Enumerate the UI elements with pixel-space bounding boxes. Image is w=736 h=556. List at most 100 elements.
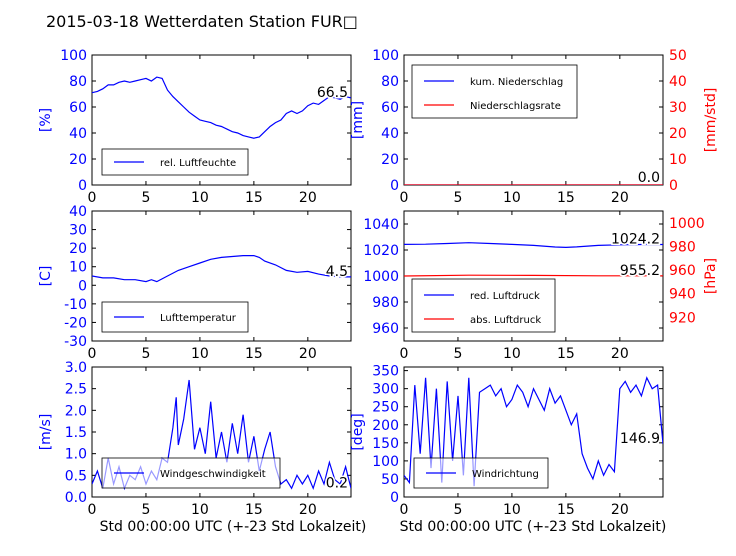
humidity-xtick-label: 20 [299, 190, 317, 206]
figure-title: 2015-03-18 Wetterdaten Station FUR□ [46, 12, 358, 31]
pressure-ytick-right-label: 940 [669, 287, 696, 303]
pressure-xtick-label: 15 [557, 346, 575, 362]
humidity-series-line-0 [92, 76, 351, 139]
x-axis-label-right: Std 00:00:00 UTC (+-23 Std Lokalzeit) [400, 519, 667, 535]
windspeed-ytick-label: 0.5 [65, 468, 87, 484]
precipitation-legend: kum. Niederschlag Niederschlagsrate [411, 64, 578, 119]
windspeed-xtick-label: 20 [299, 502, 317, 518]
humidity-ytick-label: 20 [69, 152, 87, 168]
precipitation-ytick-label: 40 [381, 126, 399, 142]
pressure-ytick-label: 980 [372, 295, 399, 311]
temperature-ytick-label: 0 [78, 278, 87, 294]
precipitation-xtick-label: 0 [400, 190, 409, 206]
winddirection-xtick-label: 20 [611, 502, 629, 518]
pressure-ylabel-right: [hPa] [703, 258, 719, 294]
windspeed-xtick-label: 15 [245, 502, 263, 518]
pressure-ytick-label: 960 [372, 321, 399, 337]
precipitation-ytick-label: 80 [381, 74, 399, 90]
temperature-xtick-label: 10 [191, 346, 209, 362]
precipitation-current-value: 0.0 [638, 170, 660, 186]
winddirection-series-line-0 [404, 376, 663, 487]
pressure-ytick-right-label: 1000 [669, 216, 705, 232]
humidity-xtick-label: 10 [191, 190, 209, 206]
pressure-ytick-label: 1040 [363, 217, 399, 233]
panel-windspeed: 0 5 10 15 20 0.0 0.5 1.0 1.5 2.0 2.5 3.0 [m/s] 0.2 Win… [38, 360, 352, 518]
precipitation-xtick-label: 5 [453, 190, 462, 206]
precipitation-ytick-right-label: 40 [669, 74, 687, 90]
precipitation-xtick-label: 15 [557, 190, 575, 206]
pressure-series-line-0 [404, 242, 663, 249]
humidity-ytick-label: 0 [78, 178, 87, 194]
temperature-legend: Lufttemperatur [101, 301, 249, 333]
windspeed-current-value: 0.2 [326, 475, 348, 491]
temperature-ytick-label: 40 [69, 204, 87, 220]
winddirection-xtick-label: 5 [453, 502, 462, 518]
precipitation-current-value-right: 0.0 [638, 170, 660, 186]
temperature-ytick-label: 20 [69, 241, 87, 257]
temperature-ylabel: [C] [38, 266, 54, 287]
humidity-xtick-label: 15 [245, 190, 263, 206]
pressure-current-value: 1024.2 [611, 232, 660, 248]
temperature-ytick-label: 10 [69, 260, 87, 276]
windspeed-ytick-label: 2.0 [65, 403, 87, 419]
precipitation-legend-label-0: kum. Niederschlag [470, 77, 563, 88]
humidity-ytick-label: 100 [60, 48, 87, 64]
temperature-ytick-label: -30 [64, 334, 87, 350]
x-axis-label-left: Std 00:00:00 UTC (+-23 Std Lokalzeit) [100, 519, 367, 535]
windspeed-ytick-label: 0.0 [65, 490, 87, 506]
pressure-current-value-right: 955.2 [620, 263, 660, 279]
precipitation-legend-box [411, 64, 578, 119]
windspeed-legend-label-0: Windgeschwindigkeit [160, 469, 266, 480]
precipitation-ytick-label: 100 [372, 48, 399, 64]
humidity-legend-box [101, 148, 249, 176]
pressure-ytick-label: 1000 [363, 269, 399, 285]
winddirection-legend: Windrichtung [413, 457, 549, 489]
precipitation-ytick-label: 0 [390, 178, 399, 194]
precipitation-ytick-label: 60 [381, 100, 399, 116]
temperature-ytick-label: -10 [64, 297, 87, 313]
precipitation-ylabel: [mm] [350, 101, 366, 139]
windspeed-ytick-label: 1.0 [65, 447, 87, 463]
pressure-legend-label-1: abs. Luftdruck [470, 315, 541, 326]
windspeed-xtick-label: 10 [191, 502, 209, 518]
pressure-series-line-1 [404, 274, 663, 277]
temperature-ytick-label: 30 [69, 223, 87, 239]
pressure-xtick-label: 5 [453, 346, 462, 362]
windspeed-legend: Windgeschwindigkeit [101, 457, 281, 489]
precipitation-xtick-label: 10 [503, 190, 521, 206]
humidity-current-value: 66.5 [317, 85, 348, 101]
winddirection-ylabel: [deg] [350, 413, 366, 450]
pressure-legend-box [411, 278, 556, 333]
humidity-ytick-label: 80 [69, 74, 87, 90]
precipitation-ytick-right-label: 30 [669, 100, 687, 116]
winddirection-ytick-label: 350 [372, 364, 399, 380]
pressure-xtick-label: 10 [503, 346, 521, 362]
panel-pressure: 0 5 10 15 20 960 980 1000 1020 1040 920 940 960 980 10… [363, 210, 719, 362]
windspeed-ytick-label: 2.5 [65, 382, 87, 398]
humidity-ytick-label: 60 [69, 100, 87, 116]
precipitation-ytick-right-label: 0 [669, 178, 678, 194]
temperature-ytick-label: -20 [64, 315, 87, 331]
temperature-xtick-label: 15 [245, 346, 263, 362]
temperature-legend-label-0: Lufttemperatur [160, 313, 237, 324]
humidity-legend: rel. Luftfeuchte [101, 148, 249, 176]
pressure-ytick-label: 1020 [363, 243, 399, 259]
humidity-ylabel: [%] [38, 108, 54, 132]
pressure-xtick-label: 0 [400, 346, 409, 362]
winddirection-ytick-label: 200 [372, 418, 399, 434]
precipitation-ytick-right-label: 10 [669, 152, 687, 168]
pressure-legend: red. Luftdruck abs. Luftdruck [411, 278, 556, 333]
winddirection-current-value: 146.9 [620, 431, 660, 447]
winddirection-ytick-label: 150 [372, 436, 399, 452]
pressure-xtick-label: 20 [611, 346, 629, 362]
temperature-xtick-label: 5 [141, 346, 150, 362]
humidity-xtick-label: 0 [88, 190, 97, 206]
winddirection-ytick-label: 250 [372, 400, 399, 416]
panel-temperature: 0 5 10 15 20 -30 -20 -10 0 10 20 30 40 [C] 4.5 Lufttemp… [38, 204, 352, 362]
winddirection-ytick-label: 100 [372, 454, 399, 470]
winddirection-xtick-label: 0 [400, 502, 409, 518]
temperature-xtick-label: 0 [88, 346, 97, 362]
precipitation-legend-label-1: Niederschlagsrate [470, 101, 561, 112]
